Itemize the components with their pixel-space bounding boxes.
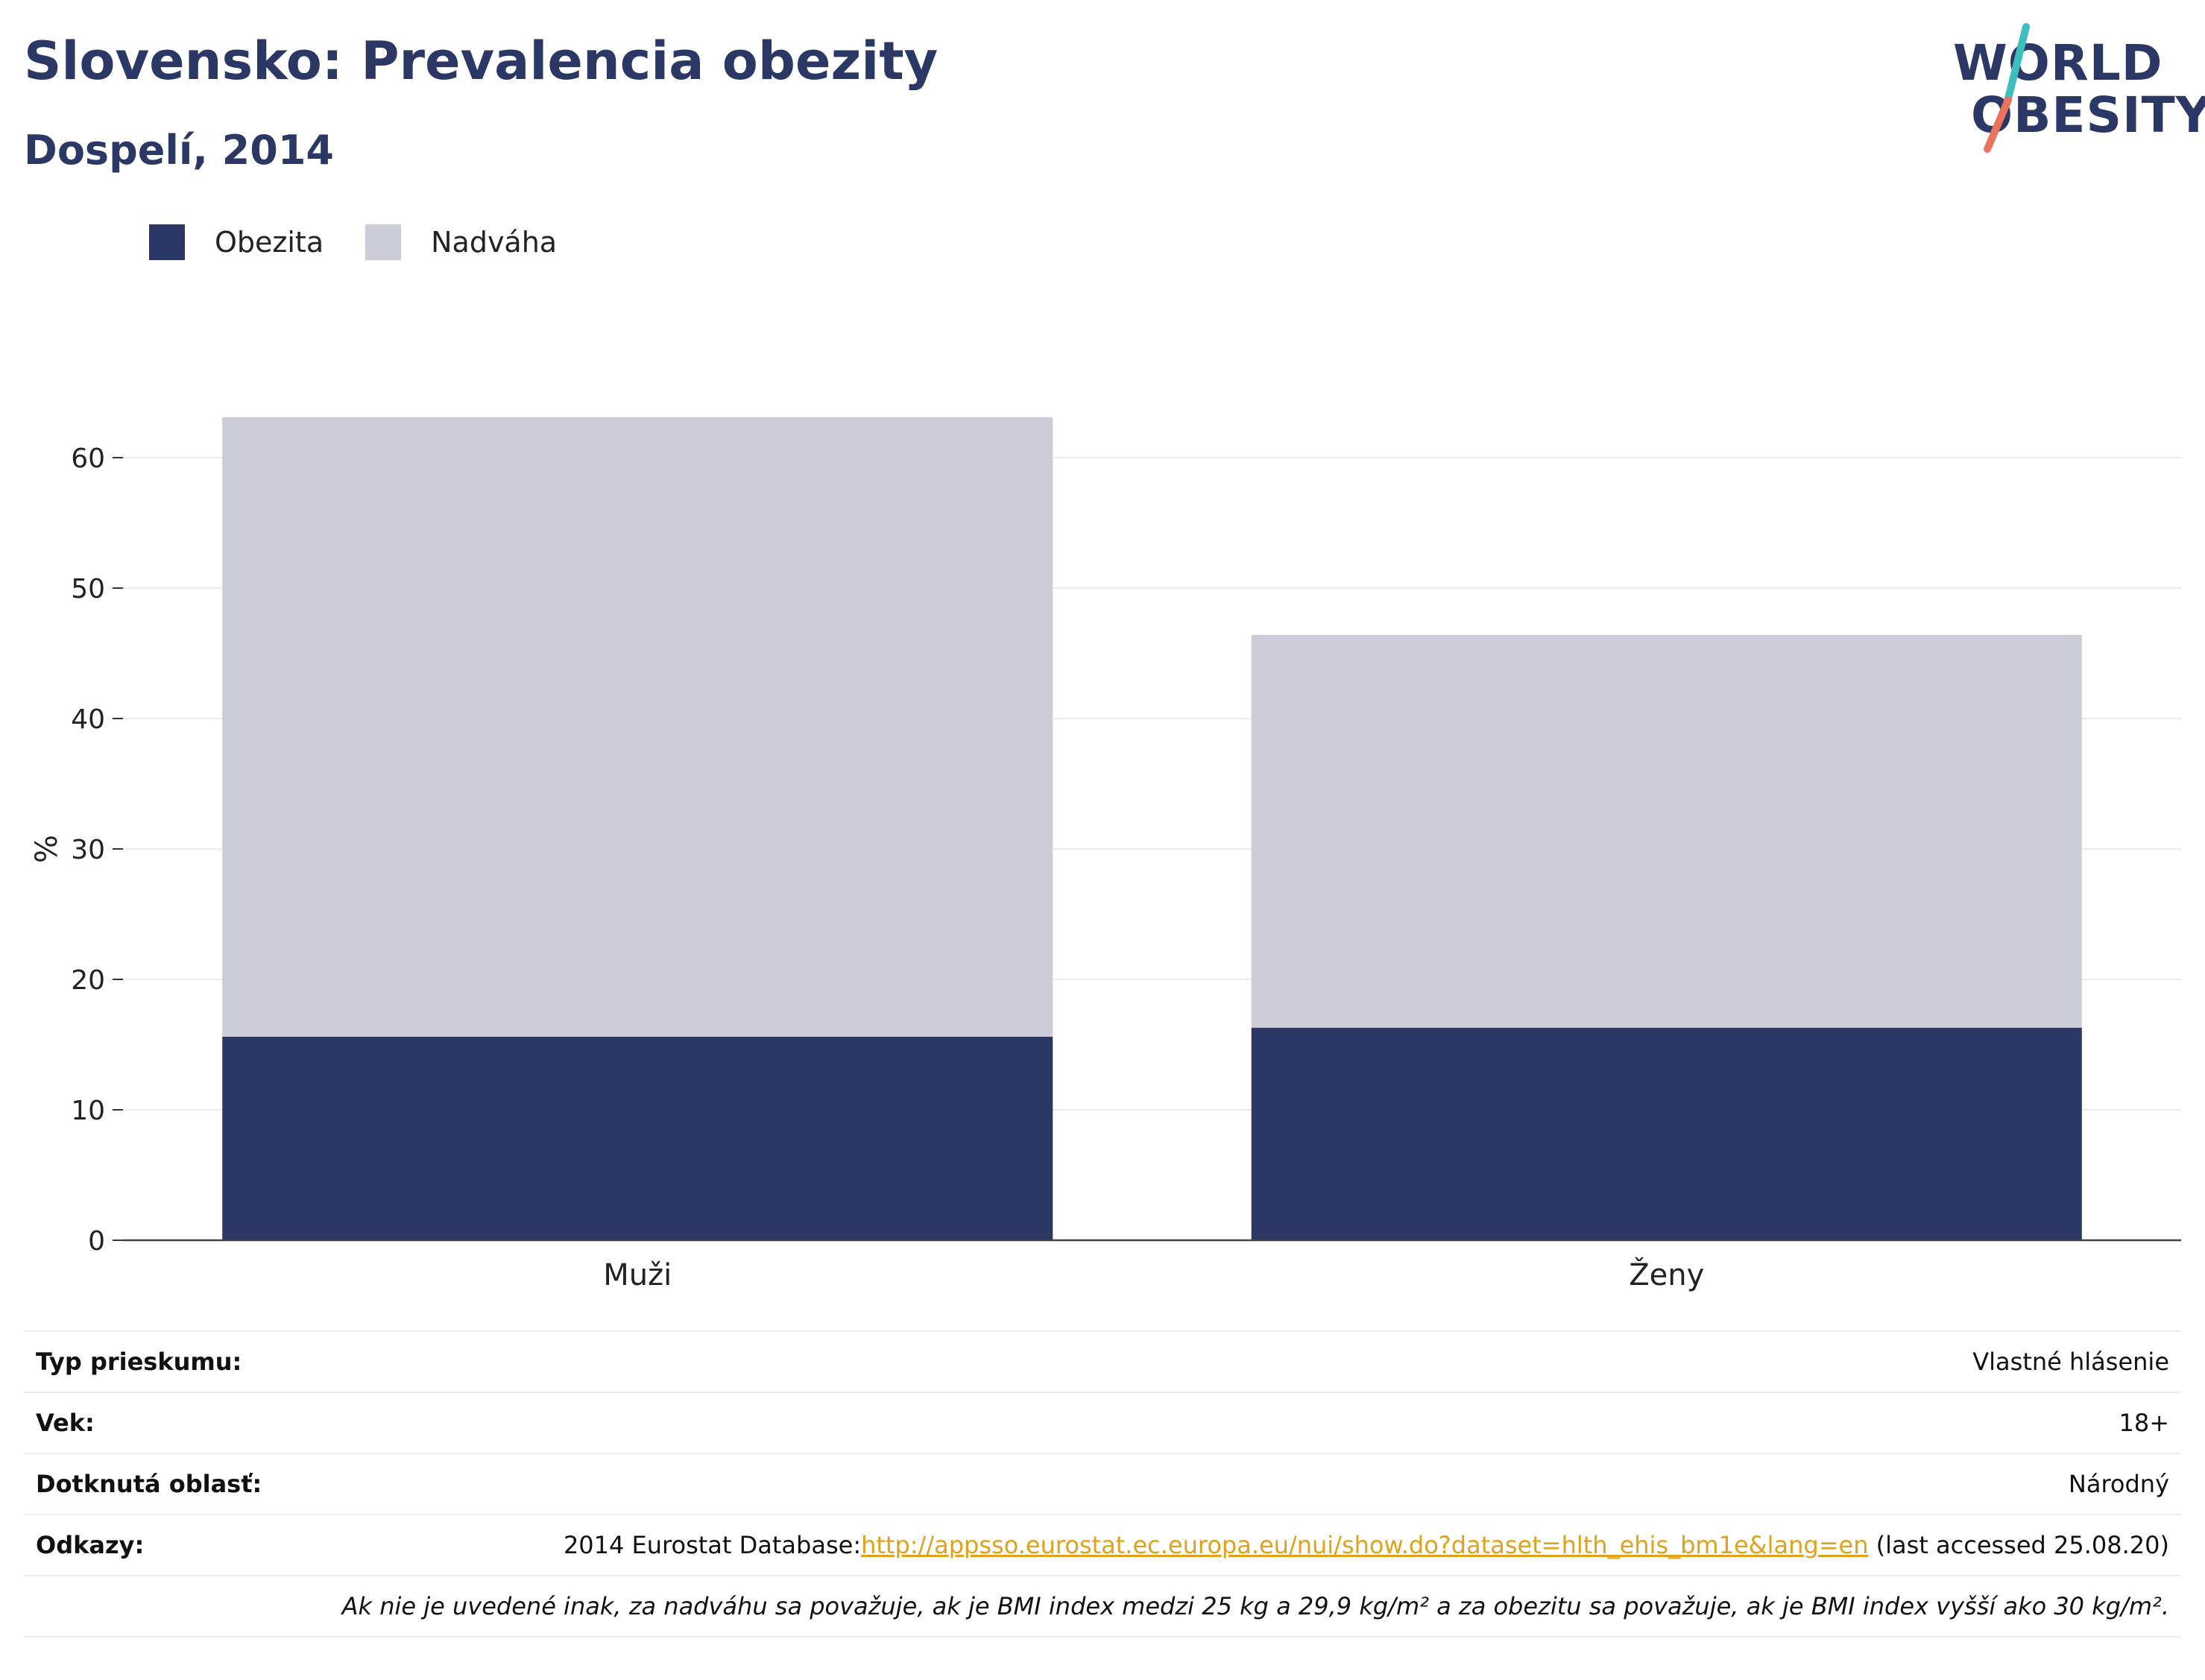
bar-nadváha-2 bbox=[1251, 635, 2082, 1028]
info-key: Odkazy: bbox=[36, 1531, 145, 1559]
y-axis-title: % bbox=[30, 835, 64, 863]
legend-label-obezita: Obezita bbox=[215, 226, 324, 259]
info-row-age: Vek: 18+ bbox=[24, 1393, 2181, 1454]
x-category-label: Muži bbox=[603, 1258, 672, 1292]
y-tick-label: 30 bbox=[71, 835, 105, 865]
y-tick-label: 50 bbox=[71, 574, 105, 604]
info-value: Vlastné hlásenie bbox=[1972, 1348, 2169, 1376]
eurostat-link[interactable]: http://appsso.eurostat.ec.europa.eu/nui/… bbox=[861, 1531, 1869, 1559]
legend-label-nadvaha: Nadváha bbox=[431, 226, 558, 259]
info-key: Vek: bbox=[36, 1409, 95, 1437]
world-obesity-logo: WORLD OBESITY bbox=[1938, 22, 2205, 157]
page-title: Slovensko: Prevalencia obezity bbox=[24, 31, 939, 92]
definition-note-row: Ak nie je uvedené inak, za nadváhu sa po… bbox=[24, 1576, 2181, 1638]
y-tick-label: 60 bbox=[71, 443, 105, 474]
legend-swatch-nadvaha bbox=[365, 224, 402, 260]
y-tick-label: 10 bbox=[71, 1096, 105, 1126]
chart-legend: Obezita Nadváha bbox=[149, 224, 599, 261]
info-row-survey-type: Typ prieskumu: Vlastné hlásenie bbox=[24, 1332, 2181, 1393]
legend-item-nadvaha[interactable]: Nadváha bbox=[365, 224, 557, 260]
info-row-area: Dotknutá oblasť: Národný bbox=[24, 1454, 2181, 1515]
info-key: Dotknutá oblasť: bbox=[36, 1470, 262, 1498]
references-value: 2014 Eurostat Database:http://appsso.eur… bbox=[564, 1531, 2169, 1559]
logo-slash-icon bbox=[1984, 23, 2030, 153]
y-tick-label: 40 bbox=[71, 704, 105, 735]
bar-nadváha-1 bbox=[222, 417, 1053, 1037]
bar-obezita-1 bbox=[222, 1037, 1053, 1240]
info-value: Národný bbox=[2068, 1470, 2169, 1498]
survey-info-table: Typ prieskumu: Vlastné hlásenie Vek: 18+… bbox=[24, 1330, 2181, 1638]
legend-swatch-obezita bbox=[149, 224, 185, 260]
references-prefix: 2014 Eurostat Database: bbox=[563, 1531, 862, 1559]
info-row-references: Odkazy: 2014 Eurostat Database:http://ap… bbox=[24, 1515, 2181, 1576]
stacked-bar-chart: 0 10 20 30 40 50 60% Muži Ženy bbox=[30, 417, 2181, 1292]
bar-obezita-2 bbox=[1251, 1027, 2082, 1240]
page-subtitle: Dospelí, 2014 bbox=[24, 127, 334, 174]
info-value: 18+ bbox=[2119, 1409, 2169, 1437]
logo-line-1: WORLD bbox=[1953, 34, 2163, 92]
x-category-label: Ženy bbox=[1629, 1257, 1704, 1292]
references-suffix: (last accessed 25.08.20) bbox=[1868, 1531, 2169, 1559]
definition-note: Ak nie je uvedené inak, za nadváhu sa po… bbox=[341, 1592, 2169, 1620]
y-tick-label: 20 bbox=[71, 965, 105, 996]
y-tick-label: 0 bbox=[88, 1226, 105, 1257]
legend-item-obezita[interactable]: Obezita bbox=[149, 224, 324, 260]
info-key: Typ prieskumu: bbox=[36, 1348, 242, 1376]
